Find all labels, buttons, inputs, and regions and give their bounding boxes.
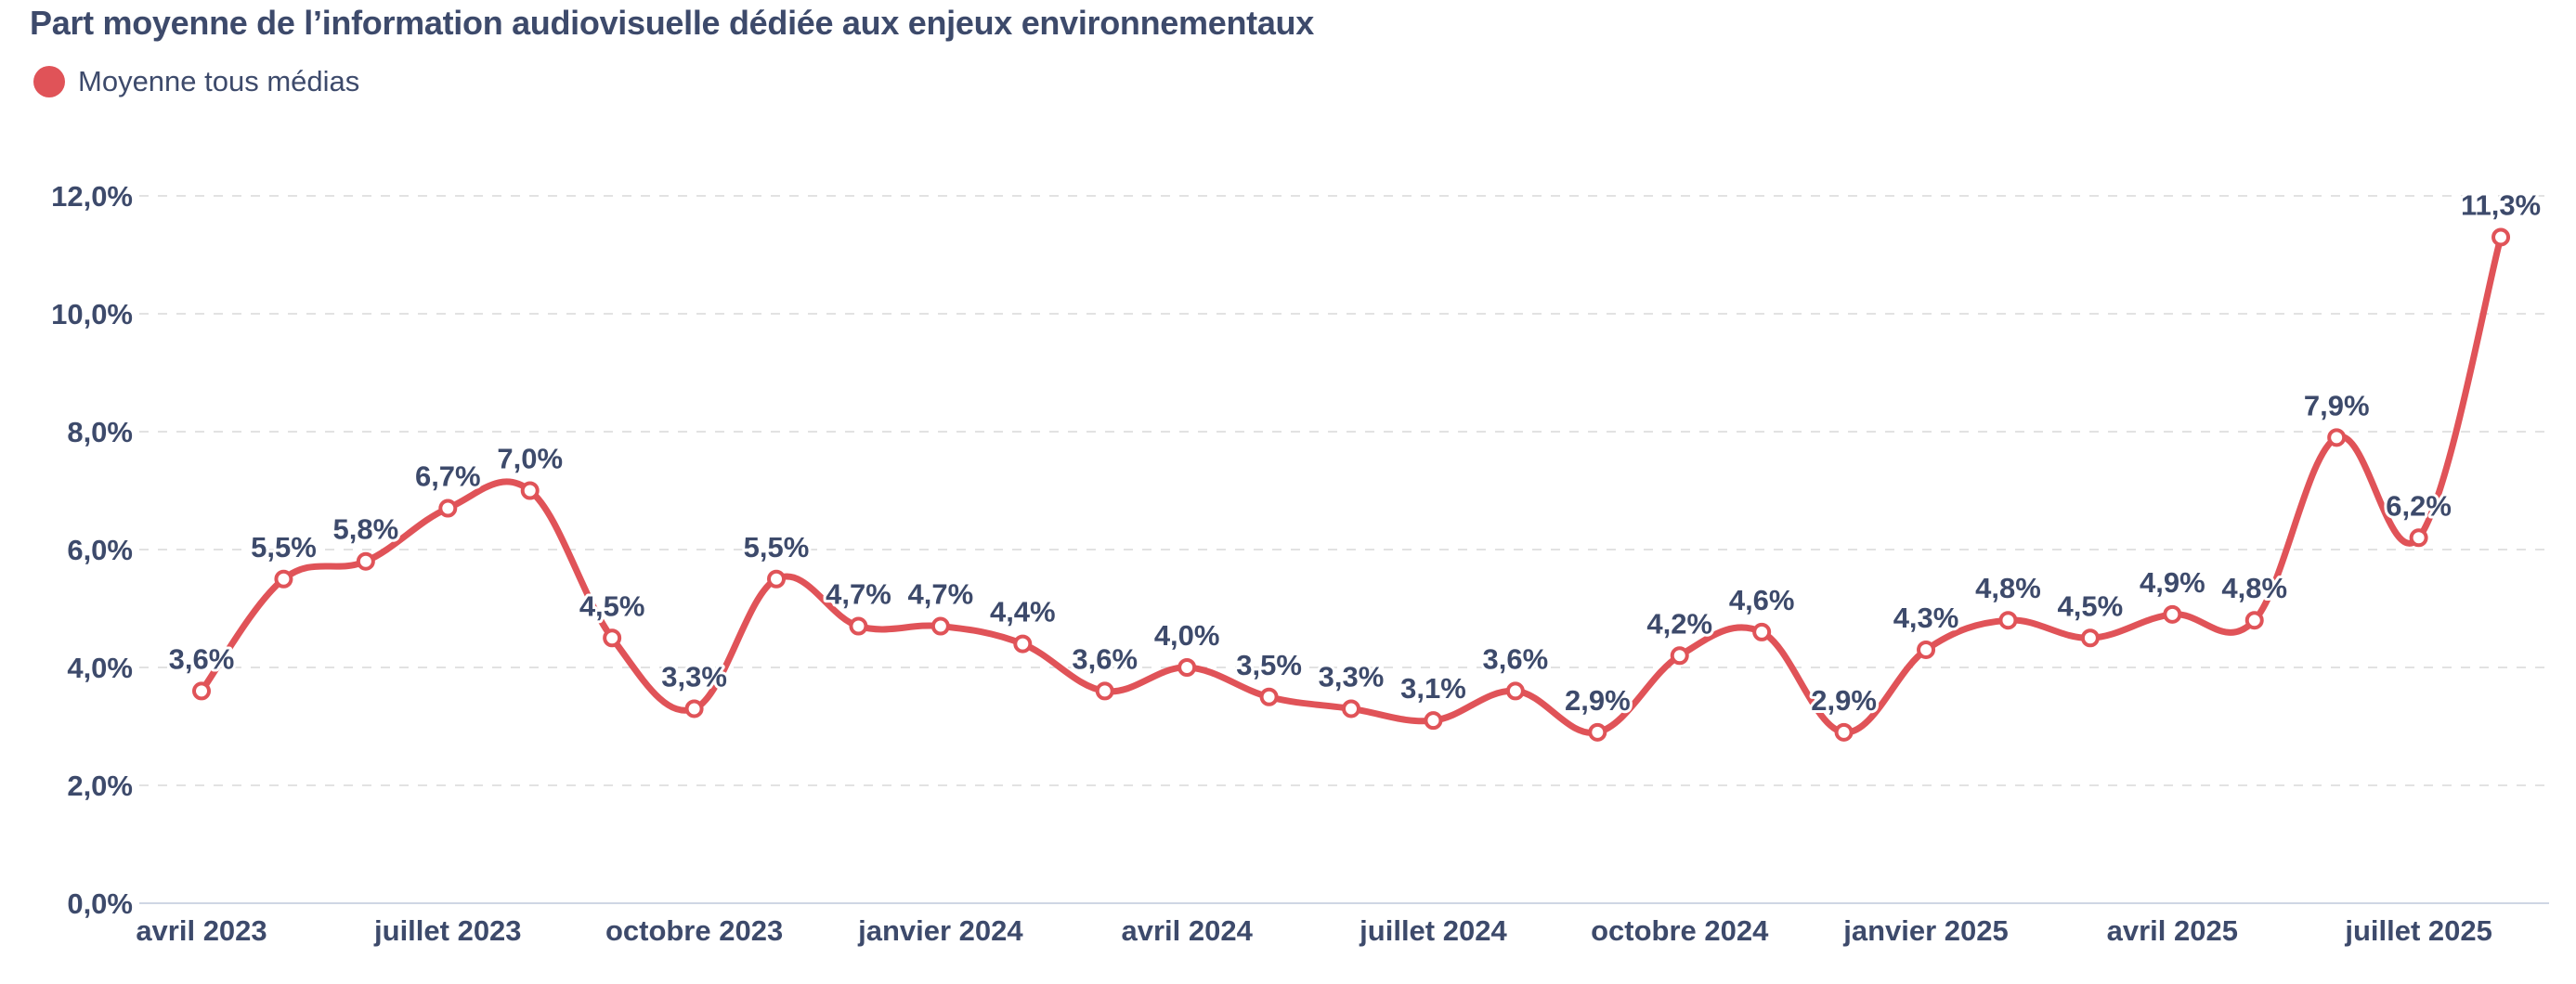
data-point[interactable] bbox=[2409, 528, 2428, 548]
data-point[interactable] bbox=[520, 481, 540, 500]
data-point[interactable] bbox=[1177, 658, 1197, 677]
data-label: 5,5% bbox=[744, 531, 810, 563]
data-point[interactable] bbox=[767, 569, 787, 589]
data-label: 4,2% bbox=[1646, 607, 1712, 640]
data-label: 3,3% bbox=[1319, 660, 1385, 693]
data-point[interactable] bbox=[2080, 628, 2100, 648]
data-point[interactable] bbox=[1834, 722, 1854, 742]
data-point[interactable] bbox=[1424, 711, 1443, 731]
data-point[interactable] bbox=[274, 569, 293, 589]
data-label: 4,5% bbox=[579, 589, 645, 622]
data-point[interactable] bbox=[1505, 681, 1525, 701]
data-label: 5,5% bbox=[251, 531, 317, 563]
data-point[interactable] bbox=[2491, 227, 2511, 247]
legend[interactable]: Moyenne tous médias bbox=[33, 65, 359, 98]
data-point[interactable] bbox=[1917, 640, 1936, 659]
data-label: 4,5% bbox=[2058, 589, 2124, 622]
data-label: 7,9% bbox=[2304, 389, 2370, 421]
data-point[interactable] bbox=[684, 699, 704, 719]
data-label: 4,8% bbox=[1975, 572, 2041, 604]
x-tick-label: avril 2023 bbox=[136, 914, 267, 947]
data-label: 4,9% bbox=[2140, 566, 2205, 599]
data-label: 4,7% bbox=[826, 578, 891, 611]
data-label: 4,7% bbox=[908, 578, 974, 611]
data-label: 4,3% bbox=[1893, 602, 1959, 634]
data-point[interactable] bbox=[1998, 611, 2018, 630]
data-label: 7,0% bbox=[497, 443, 563, 475]
x-tick-label: octobre 2023 bbox=[605, 914, 783, 947]
x-tick-label: avril 2025 bbox=[2107, 914, 2238, 947]
legend-marker-icon bbox=[33, 66, 65, 97]
y-tick-label: 8,0% bbox=[67, 416, 133, 448]
data-label: 4,0% bbox=[1154, 619, 1220, 652]
data-label: 6,7% bbox=[415, 460, 481, 493]
data-point[interactable] bbox=[2244, 611, 2264, 630]
data-label: 3,1% bbox=[1400, 672, 1466, 705]
data-point[interactable] bbox=[1588, 722, 1607, 742]
data-label: 3,6% bbox=[1072, 642, 1138, 675]
data-label: 6,2% bbox=[2386, 489, 2452, 522]
data-label: 2,9% bbox=[1565, 684, 1631, 717]
data-point[interactable] bbox=[930, 616, 950, 636]
data-label: 4,8% bbox=[2221, 572, 2287, 604]
data-point[interactable] bbox=[1342, 699, 1361, 719]
data-label: 4,6% bbox=[1729, 584, 1795, 616]
data-labels: 3,6% 5,5% 5,8% 6,7% 7,0% 4,5% 3,3% 5,5% 4,7% 4,7%… bbox=[166, 186, 2543, 719]
data-point[interactable] bbox=[438, 498, 458, 518]
data-point[interactable] bbox=[1670, 646, 1689, 666]
data-label: 4,4% bbox=[990, 596, 1056, 628]
series-line-moyenne bbox=[198, 233, 2504, 736]
x-tick-label: janvier 2024 bbox=[857, 914, 1023, 947]
data-point[interactable] bbox=[1752, 622, 1772, 641]
x-tick-label: janvier 2025 bbox=[1842, 914, 2009, 947]
data-point[interactable] bbox=[1095, 681, 1114, 701]
data-point[interactable] bbox=[2327, 428, 2347, 447]
x-tick-label: juillet 2025 bbox=[2344, 914, 2492, 947]
chart-title: Part moyenne de l’information audiovisue… bbox=[30, 4, 1314, 42]
data-point[interactable] bbox=[603, 628, 622, 648]
data-label: 3,3% bbox=[661, 660, 727, 693]
data-label: 3,6% bbox=[169, 642, 235, 675]
data-label: 3,5% bbox=[1236, 649, 1302, 681]
y-tick-label: 2,0% bbox=[67, 770, 133, 802]
y-tick-label: 12,0% bbox=[51, 180, 133, 213]
y-axis: 0,0% 2,0% 4,0% 6,0% 8,0% 10,0% 12,0% bbox=[51, 180, 133, 920]
data-label: 11,3% bbox=[2461, 188, 2541, 221]
data-label: 5,8% bbox=[333, 513, 399, 546]
x-axis: avril 2023 juillet 2023 octobre 2023 janvie… bbox=[136, 914, 2492, 947]
data-point[interactable] bbox=[1259, 687, 1279, 706]
data-label: 3,6% bbox=[1483, 642, 1549, 675]
data-points bbox=[192, 227, 2511, 742]
x-tick-label: octobre 2024 bbox=[1591, 914, 1769, 947]
x-tick-label: juillet 2023 bbox=[373, 914, 522, 947]
data-point[interactable] bbox=[2163, 604, 2182, 624]
data-point[interactable] bbox=[356, 551, 375, 571]
x-tick-label: avril 2024 bbox=[1121, 914, 1253, 947]
data-point[interactable] bbox=[1013, 634, 1033, 654]
y-tick-label: 10,0% bbox=[51, 298, 133, 330]
data-point[interactable] bbox=[849, 616, 868, 636]
grid-lines bbox=[139, 195, 2549, 904]
y-tick-label: 4,0% bbox=[67, 652, 133, 684]
legend-label: Moyenne tous médias bbox=[78, 65, 360, 97]
x-tick-label: juillet 2024 bbox=[1359, 914, 1507, 947]
data-label: 2,9% bbox=[1811, 684, 1877, 717]
y-tick-label: 6,0% bbox=[67, 534, 133, 566]
y-tick-label: 0,0% bbox=[67, 887, 133, 920]
data-point[interactable] bbox=[192, 681, 211, 701]
